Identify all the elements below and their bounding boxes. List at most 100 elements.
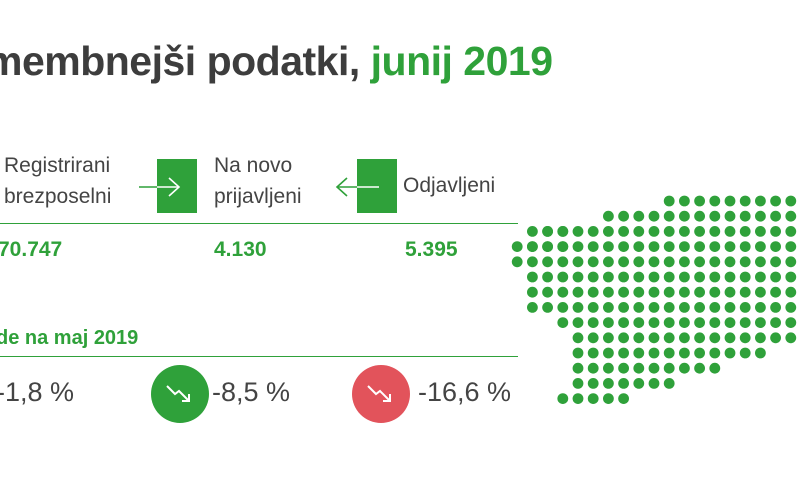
map-dot: [572, 271, 584, 283]
map-dot: [709, 302, 721, 313]
map-dot: [770, 226, 781, 237]
map-dot: [770, 332, 781, 344]
map-dot: [633, 347, 645, 359]
map-dot: [572, 378, 584, 389]
map-dot: [572, 317, 584, 328]
map-dot: [648, 286, 660, 298]
map-dot: [648, 347, 660, 359]
map-dot: [709, 362, 721, 374]
map-dot: [572, 393, 584, 404]
map-dot: [527, 271, 538, 283]
map-dot: [572, 332, 584, 344]
map-dot: [724, 332, 736, 344]
map-dot: [542, 241, 553, 252]
divider-top: [0, 223, 518, 224]
value-registered: 70.747: [0, 238, 63, 261]
map-dot: [587, 393, 599, 404]
map-dot: [557, 256, 569, 268]
map-dot: [694, 347, 705, 359]
map-dot: [557, 302, 569, 313]
arrow-right-icon: [139, 177, 181, 197]
change-deregistered: -16,6 %: [418, 377, 512, 407]
map-dot: [527, 302, 538, 313]
map-dot: [724, 210, 736, 222]
map-dot: [557, 317, 569, 328]
map-dot: [663, 286, 675, 298]
change-registered: -1,8 %: [0, 377, 75, 407]
map-dot: [709, 195, 721, 207]
map-dot: [603, 317, 614, 328]
map-dot: [739, 210, 751, 222]
map-dot: [633, 241, 645, 252]
map-dot: [694, 195, 705, 207]
map-dot: [770, 286, 781, 298]
map-dot: [694, 317, 705, 328]
map-dot: [618, 393, 629, 404]
map-dot: [572, 226, 584, 237]
map-dot: [542, 271, 553, 283]
map-dot: [618, 226, 629, 237]
map-dot: [739, 332, 751, 344]
label-new: Na novo prijavljeni: [214, 150, 302, 212]
map-dot: [694, 302, 705, 313]
map-dot: [724, 195, 736, 207]
map-dot: [572, 241, 584, 252]
map-dot: [785, 226, 797, 237]
map-dot: [724, 226, 736, 237]
map-dot: [709, 347, 721, 359]
map-dot: [572, 286, 584, 298]
map-dot: [770, 256, 781, 268]
map-dot: [648, 302, 660, 313]
map-dot: [557, 286, 569, 298]
map-dot: [724, 347, 736, 359]
map-dot: [679, 256, 690, 268]
map-dot: [557, 226, 569, 237]
title-accent: junij 2019: [370, 38, 553, 84]
map-dot: [739, 195, 751, 207]
map-dot: [557, 271, 569, 283]
page-title: membnejši podatki, junij 2019: [0, 38, 553, 85]
map-dot: [633, 317, 645, 328]
map-dot: [694, 286, 705, 298]
map-dot: [694, 226, 705, 237]
map-dot: [587, 302, 599, 313]
trend-badge-new: [151, 365, 209, 423]
map-dot: [663, 302, 675, 313]
map-dot: [724, 302, 736, 313]
value-new: 4.130: [214, 238, 267, 261]
map-dot: [755, 332, 766, 344]
map-dot: [618, 332, 629, 344]
map-dot: [709, 317, 721, 328]
map-dot: [785, 195, 797, 207]
map-dot: [770, 302, 781, 313]
map-dot: [572, 347, 584, 359]
map-dot: [770, 271, 781, 283]
map-dot: [679, 241, 690, 252]
map-dot: [618, 362, 629, 374]
map-dot: [527, 226, 538, 237]
map-dot: [633, 302, 645, 313]
map-dot: [709, 241, 721, 252]
map-dot: [603, 393, 614, 404]
map-dot: [527, 256, 538, 268]
trend-down-icon: [367, 385, 391, 402]
map-dot: [663, 210, 675, 222]
map-dot: [739, 302, 751, 313]
label-registered-line2: brezposelni: [4, 185, 112, 208]
map-dot: [755, 210, 766, 222]
map-dot: [557, 241, 569, 252]
map-dot: [694, 362, 705, 374]
map-dot: [663, 226, 675, 237]
map-dot: [755, 347, 766, 359]
map-dot: [542, 226, 553, 237]
map-dot: [663, 241, 675, 252]
map-dot: [618, 347, 629, 359]
map-dot: [618, 210, 629, 222]
map-dot: [755, 195, 766, 207]
map-dot: [694, 241, 705, 252]
map-dot: [603, 286, 614, 298]
map-dot: [542, 302, 553, 313]
map-dot: [709, 332, 721, 344]
map-dot: [527, 241, 538, 252]
map-dot: [663, 271, 675, 283]
